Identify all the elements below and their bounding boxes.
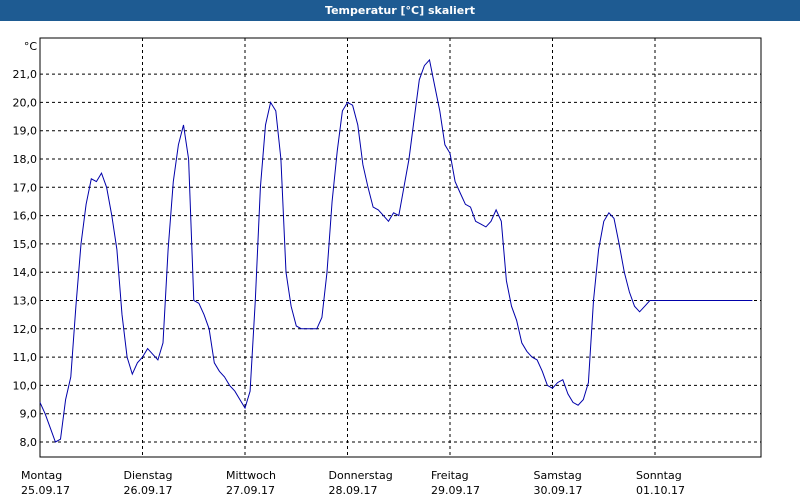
x-tick-day-label: Montag: [21, 469, 62, 482]
x-tick-date-label: 30.09.17: [534, 484, 583, 497]
y-tick-label: 20,0: [13, 96, 38, 109]
y-tick-label: 10,0: [13, 379, 38, 392]
plot-frame: [39, 37, 762, 458]
y-tick-label: 11,0: [13, 351, 38, 364]
y-tick-label: 16,0: [13, 210, 38, 223]
y-tick-label: 12,0: [13, 323, 38, 336]
y-axis-unit: °C: [24, 40, 38, 53]
x-tick-date-label: 28.09.17: [329, 484, 378, 497]
x-tick-date-label: 29.09.17: [431, 484, 480, 497]
x-tick-date-label: 27.09.17: [226, 484, 275, 497]
y-tick-label: 14,0: [13, 266, 38, 279]
y-tick-label: 15,0: [13, 238, 38, 251]
x-tick-day-label: Dienstag: [124, 469, 173, 482]
x-tick-day-label: Freitag: [431, 469, 469, 482]
x-tick-day-label: Mittwoch: [226, 469, 276, 482]
x-tick-day-label: Samstag: [534, 469, 582, 482]
y-tick-label: 17,0: [13, 181, 38, 194]
chart-title: Temperatur [°C] skaliert: [0, 0, 800, 21]
x-tick-date-label: 26.09.17: [124, 484, 173, 497]
y-tick-label: 13,0: [13, 295, 38, 308]
y-tick-label: 9,0: [20, 408, 38, 421]
y-tick-label: 21,0: [13, 68, 38, 81]
x-tick-date-label: 01.10.17: [636, 484, 685, 497]
x-tick-date-label: 25.09.17: [21, 484, 70, 497]
x-tick-day-label: Donnerstag: [329, 469, 393, 482]
temperature-series-line: [39, 58, 753, 443]
y-tick-label: 18,0: [13, 153, 38, 166]
y-tick-label: 19,0: [13, 125, 38, 138]
y-tick-label: 8,0: [20, 436, 38, 449]
x-tick-day-label: Sonntag: [636, 469, 682, 482]
